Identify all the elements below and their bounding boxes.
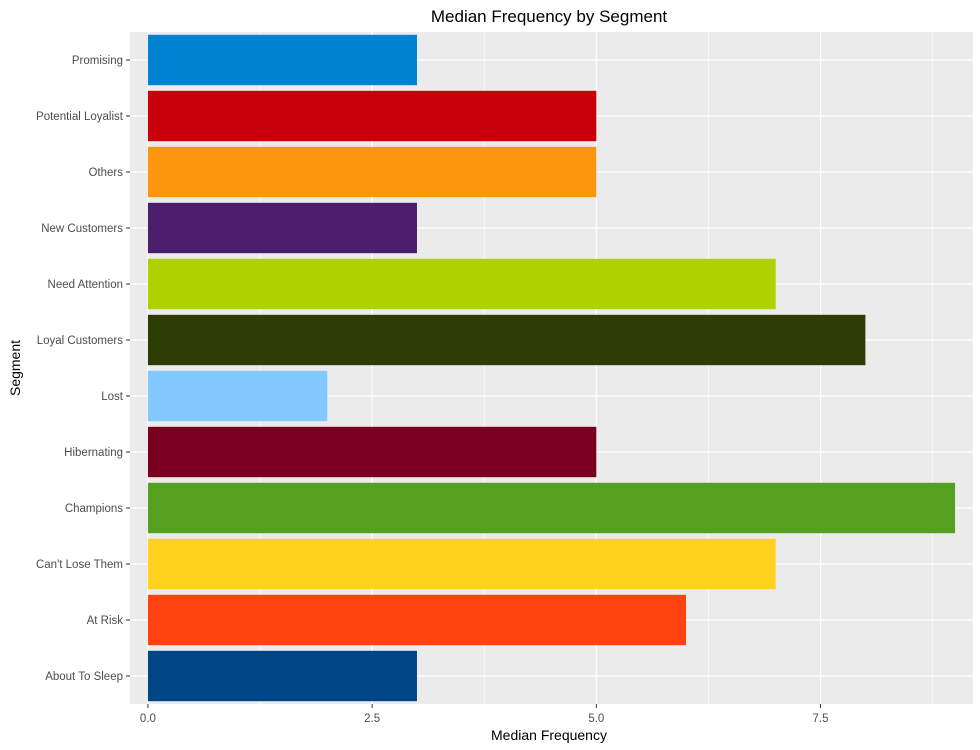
bars bbox=[147, 34, 956, 702]
x-tick-label: 7.5 bbox=[813, 713, 829, 725]
y-tick-label: New Customers bbox=[41, 223, 123, 235]
x-tick-label: 0.0 bbox=[140, 713, 156, 725]
x-tick-label: 2.5 bbox=[364, 713, 380, 725]
bar bbox=[147, 538, 776, 590]
y-tick-label: Champions bbox=[65, 503, 123, 515]
bar bbox=[147, 202, 417, 254]
x-axis: 0.0 2.5 5.0 7.5 bbox=[140, 704, 829, 725]
y-axis: About To Sleep At Risk Can't Lose Them Cham… bbox=[36, 55, 130, 683]
y-axis-title: Segment bbox=[7, 340, 23, 396]
y-tick-label: Others bbox=[88, 167, 123, 179]
bar bbox=[147, 482, 956, 534]
y-tick-label: Hibernating bbox=[64, 447, 123, 459]
bar bbox=[147, 426, 597, 478]
bar bbox=[147, 90, 597, 142]
y-tick-label: Need Attention bbox=[48, 279, 123, 291]
chart-title: Median Frequency by Segment bbox=[431, 7, 668, 26]
bar bbox=[147, 258, 776, 310]
bar bbox=[147, 370, 328, 422]
y-tick-label: At Risk bbox=[87, 615, 124, 627]
y-tick-label: Loyal Customers bbox=[37, 335, 124, 347]
bar bbox=[147, 146, 597, 198]
y-tick-label: Promising bbox=[72, 55, 123, 67]
minor-gridlines bbox=[259, 32, 933, 704]
bar bbox=[147, 314, 866, 366]
x-axis-title: Median Frequency bbox=[491, 727, 607, 743]
bar bbox=[147, 34, 417, 86]
y-tick-label: Can't Lose Them bbox=[36, 559, 123, 571]
plot-panel bbox=[130, 32, 973, 704]
x-tick-label: 5.0 bbox=[588, 713, 604, 725]
y-tick-label: About To Sleep bbox=[45, 671, 123, 683]
y-tick-label: Lost bbox=[101, 391, 124, 403]
y-tick-label: Potential Loyalist bbox=[36, 111, 124, 123]
bar bbox=[147, 594, 687, 646]
bar bbox=[147, 650, 417, 702]
